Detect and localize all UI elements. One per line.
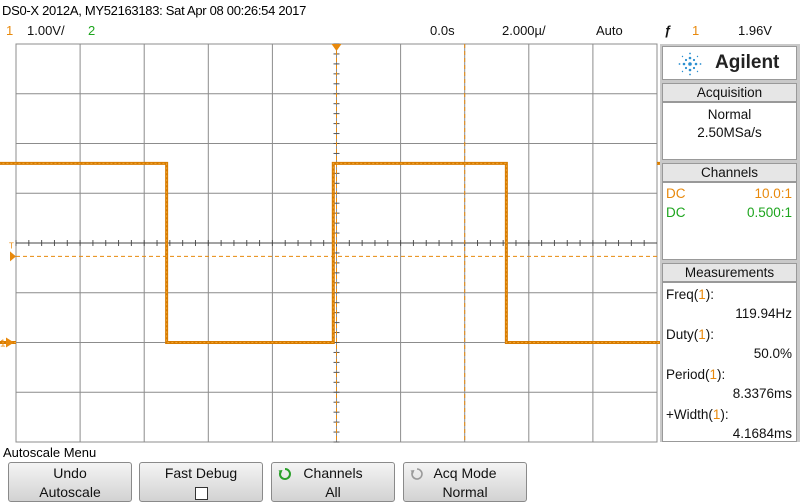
acquisition-header: Acquisition <box>662 83 797 102</box>
measurement-freq-label: Freq(1): <box>666 287 715 302</box>
time-scale[interactable]: 2.000µ/ <box>502 23 546 38</box>
time-delay[interactable]: 0.0s <box>430 23 455 38</box>
brand-logo: Agilent <box>662 46 797 80</box>
channels-header: Channels <box>662 163 797 182</box>
acq-mode-button[interactable]: Acq Mode Normal <box>403 462 527 502</box>
rotate-knob-icon <box>410 468 423 480</box>
sample-rate: 2.50MSa/s <box>697 125 762 140</box>
ch2-coupling: DC <box>666 205 686 220</box>
trigger-source[interactable]: 1 <box>692 23 700 38</box>
channel1-ground-arrow <box>6 337 14 348</box>
menu-title: Autoscale Menu <box>3 445 97 460</box>
softkey-label: Channels <box>303 465 363 481</box>
measurements-header: Measurements <box>662 263 797 282</box>
measurement-width-value: 4.1684ms <box>732 426 792 441</box>
fast-debug-checkbox[interactable] <box>194 486 208 500</box>
softkey-label: Undo <box>53 465 87 481</box>
softkey-label: All <box>325 484 341 500</box>
measurement-freq-value: 119.94Hz <box>735 306 792 321</box>
undo-autoscale-button[interactable]: Undo Autoscale <box>8 462 132 502</box>
status-bar: 1 1.00V/ 2 0.0s 2.000µ/ Auto ƒ 1 1.96V <box>0 22 800 42</box>
trigger-level-marker <box>10 251 16 262</box>
ch1-number[interactable]: 1 <box>6 23 14 38</box>
channel1-ground-marker[interactable]: 1 <box>0 337 14 350</box>
fast-debug-button[interactable]: Fast Debug <box>139 462 263 502</box>
ch2-number[interactable]: 2 <box>88 23 96 38</box>
measurement-period-value: 8.3376ms <box>732 386 792 401</box>
brand-name: Agilent <box>715 52 780 73</box>
measurement-duty-label: Duty(1): <box>666 327 715 342</box>
trigger-position-marker <box>331 44 342 51</box>
channels-all-button[interactable]: Channels All <box>271 462 395 502</box>
measurement-duty-value: 50.0% <box>753 346 792 361</box>
acquisition-mode: Normal <box>707 107 752 122</box>
trigger-markers: T <box>9 44 657 442</box>
acquisition-panel: Normal 2.50MSa/s <box>662 102 797 160</box>
channels-panel: DC 10.0:1 DC 0.500:1 <box>662 182 797 260</box>
channel1-marker-label: 1 <box>0 339 6 350</box>
softkey-label: Acq Mode <box>433 465 497 481</box>
trigger-level-tag: T <box>9 241 14 250</box>
ch1-coupling: DC <box>666 186 686 201</box>
trigger-edge-icon: ƒ <box>664 23 672 38</box>
measurement-period-label: Period(1): <box>666 367 726 382</box>
trigger-mode[interactable]: Auto <box>596 23 623 38</box>
softkey-label: Autoscale <box>39 484 101 500</box>
fast-debug-checkbox-wrap <box>140 484 262 500</box>
agilent-spark-icon <box>678 52 702 76</box>
ch1-probe-ratio: 10.0:1 <box>754 186 792 201</box>
rotate-knob-icon <box>278 468 291 480</box>
trigger-level[interactable]: 1.96V <box>738 23 772 38</box>
ch1-scale[interactable]: 1.00V/ <box>27 23 65 38</box>
softkey-label: Fast Debug <box>164 465 238 481</box>
measurements-panel: Freq(1): 119.94Hz Duty(1): 50.0% Period(… <box>662 282 797 442</box>
softkey-label: Normal <box>442 484 488 500</box>
ch2-probe-ratio: 0.500:1 <box>746 205 792 220</box>
measurement-width-label: +Width(1): <box>666 407 729 422</box>
window-title: DS0-X 2012A, MY52163183: Sat Apr 08 00:2… <box>2 3 307 18</box>
